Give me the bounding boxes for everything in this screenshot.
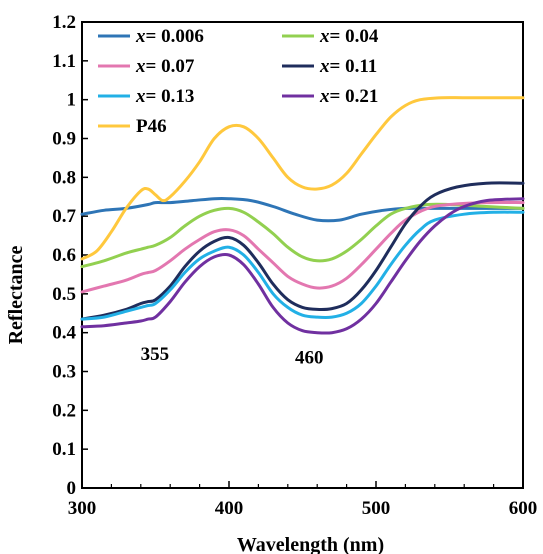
y-tick-label: 0.8 bbox=[52, 167, 76, 188]
series-line-x-0-13 bbox=[80, 210, 525, 321]
series-line-p46 bbox=[80, 96, 525, 261]
series-line-x-0-21 bbox=[80, 197, 525, 335]
legend-label: x= 0.21 bbox=[319, 86, 378, 107]
series-line-x-0-04 bbox=[80, 202, 525, 269]
legend-label: x= 0.13 bbox=[135, 86, 194, 107]
y-tick-label: 1.1 bbox=[52, 51, 76, 72]
legend-label: x= 0.006 bbox=[135, 26, 204, 47]
legend-label: x= 0.11 bbox=[319, 56, 377, 77]
y-tick-label: 0.2 bbox=[52, 400, 76, 421]
y-axis-title: Reflectance bbox=[5, 245, 27, 344]
y-tick-label: 0.5 bbox=[52, 284, 76, 305]
annotation-355: 355 bbox=[141, 344, 170, 365]
legend-label: x= 0.07 bbox=[135, 56, 195, 77]
x-tick-label: 600 bbox=[509, 498, 538, 519]
y-tick-label: 0.1 bbox=[52, 439, 76, 460]
x-tick-label: 500 bbox=[362, 498, 391, 519]
x-axis-title: Wavelength (nm) bbox=[237, 534, 384, 554]
y-tick-label: 1 bbox=[67, 90, 77, 111]
y-tick-label: 0.9 bbox=[52, 129, 76, 150]
y-tick-label: 0.3 bbox=[52, 362, 76, 383]
x-tick-label: 300 bbox=[68, 498, 97, 519]
annotation-460: 460 bbox=[295, 348, 324, 369]
y-tick-label: 0.7 bbox=[52, 206, 76, 227]
legend-label: P46 bbox=[136, 116, 167, 137]
y-tick-label: 0.6 bbox=[52, 245, 76, 266]
y-tick-label: 0 bbox=[67, 478, 77, 499]
series-line-x-0-11 bbox=[80, 181, 525, 321]
y-tick-label: 0.4 bbox=[52, 323, 76, 344]
y-tick-label: 1.2 bbox=[52, 12, 76, 33]
legend-label: x= 0.04 bbox=[319, 26, 379, 47]
series-line-x-0-07 bbox=[80, 200, 525, 294]
x-tick-label: 400 bbox=[215, 498, 244, 519]
